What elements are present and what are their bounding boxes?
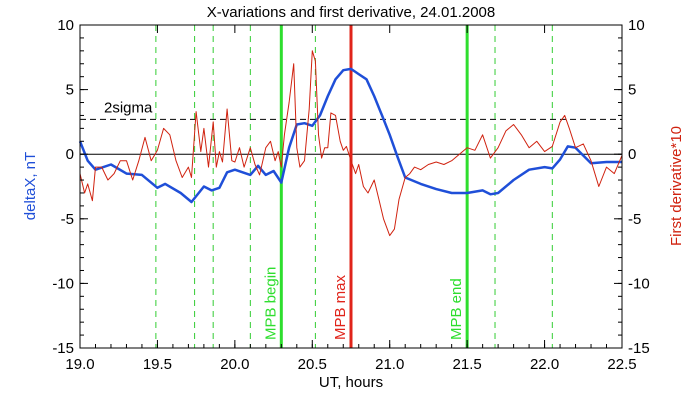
y-tick-label-right-0: 10 bbox=[628, 17, 645, 34]
x-tick-label-1: 19.5 bbox=[143, 356, 172, 373]
reference-lines bbox=[80, 25, 622, 348]
vline-labels: MPB begin MPB max MPB end bbox=[262, 267, 465, 340]
y-tick-label-left-1: 5 bbox=[66, 82, 74, 99]
y-axis-right-label: First derivative*10 bbox=[668, 126, 685, 246]
y-tick-label-right-2: 0 bbox=[628, 146, 636, 163]
derivative-line bbox=[79, 50, 623, 237]
marker-label-1: MPB max bbox=[332, 274, 349, 340]
y-tick-label-left-4: -10 bbox=[52, 275, 74, 292]
y-tick-label-right-4: -10 bbox=[628, 275, 650, 292]
x-tick-label-5: 21.5 bbox=[453, 356, 482, 373]
y-tick-label-left-2: 0 bbox=[66, 146, 74, 163]
y-tick-label-left-5: -15 bbox=[52, 340, 74, 357]
y-tick-label-right-5: -15 bbox=[628, 340, 650, 357]
marker-label-0: MPB begin bbox=[262, 267, 279, 340]
y-tick-label-right-3: -5 bbox=[628, 211, 641, 228]
y-tick-label-left-3: -5 bbox=[61, 211, 74, 228]
y-axis-left-label: deltaX, nT bbox=[22, 152, 39, 220]
x-tick-label-0: 19.0 bbox=[65, 356, 94, 373]
y-tick-label-right-1: 5 bbox=[628, 82, 636, 99]
chart-title: X-variations and first derivative, 24.01… bbox=[207, 4, 496, 21]
tick-labels: 19.0 19.5 20.0 20.5 21.0 21.5 22.0 22.5 10 5 0 -5 -1… bbox=[52, 17, 649, 373]
x-tick-label-7: 22.5 bbox=[607, 356, 636, 373]
plot-series bbox=[78, 50, 623, 237]
x-tick-label-3: 20.5 bbox=[298, 356, 327, 373]
x-axis-label: UT, hours bbox=[319, 374, 383, 391]
threshold-label: 2sigma bbox=[104, 99, 153, 116]
plot-frame bbox=[79, 24, 623, 349]
deltaX-line bbox=[78, 67, 622, 204]
y-tick-label-left-0: 10 bbox=[57, 17, 74, 34]
x-tick-label-2: 20.0 bbox=[220, 356, 249, 373]
axis-ticks bbox=[79, 24, 623, 349]
marker-label-2: MPB end bbox=[448, 278, 465, 340]
x-tick-label-6: 22.0 bbox=[530, 356, 559, 373]
x-tick-label-4: 21.0 bbox=[375, 356, 404, 373]
